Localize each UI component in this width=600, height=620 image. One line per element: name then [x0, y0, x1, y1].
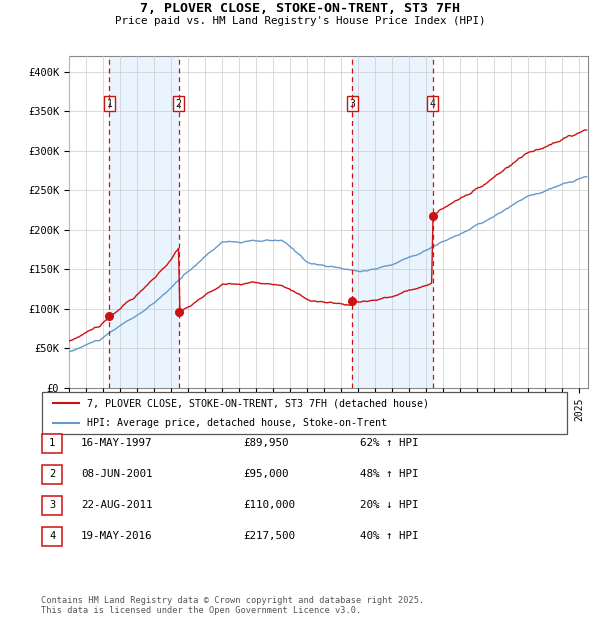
Text: 4: 4 — [430, 99, 436, 109]
Text: 40% ↑ HPI: 40% ↑ HPI — [360, 531, 419, 541]
Text: 62% ↑ HPI: 62% ↑ HPI — [360, 438, 419, 448]
Text: £110,000: £110,000 — [243, 500, 295, 510]
Text: £95,000: £95,000 — [243, 469, 289, 479]
Text: 22-AUG-2011: 22-AUG-2011 — [81, 500, 152, 510]
Text: 7, PLOVER CLOSE, STOKE-ON-TRENT, ST3 7FH (detached house): 7, PLOVER CLOSE, STOKE-ON-TRENT, ST3 7FH… — [86, 398, 428, 408]
Bar — [109, 56, 179, 388]
Text: 2: 2 — [176, 99, 182, 109]
FancyBboxPatch shape — [42, 465, 62, 484]
FancyBboxPatch shape — [42, 392, 567, 434]
FancyBboxPatch shape — [42, 496, 62, 515]
Text: 2: 2 — [49, 469, 55, 479]
Text: Price paid vs. HM Land Registry's House Price Index (HPI): Price paid vs. HM Land Registry's House … — [115, 16, 485, 26]
Text: 20% ↓ HPI: 20% ↓ HPI — [360, 500, 419, 510]
Text: 48% ↑ HPI: 48% ↑ HPI — [360, 469, 419, 479]
FancyBboxPatch shape — [42, 527, 62, 546]
Text: 19-MAY-2016: 19-MAY-2016 — [81, 531, 152, 541]
Bar — [352, 56, 433, 388]
Text: HPI: Average price, detached house, Stoke-on-Trent: HPI: Average price, detached house, Stok… — [86, 418, 386, 428]
Text: 4: 4 — [49, 531, 55, 541]
Text: 3: 3 — [49, 500, 55, 510]
FancyBboxPatch shape — [42, 434, 62, 453]
Text: 3: 3 — [349, 99, 355, 109]
Text: £89,950: £89,950 — [243, 438, 289, 448]
Text: £217,500: £217,500 — [243, 531, 295, 541]
Text: 08-JUN-2001: 08-JUN-2001 — [81, 469, 152, 479]
Text: 1: 1 — [106, 99, 112, 109]
Text: 7, PLOVER CLOSE, STOKE-ON-TRENT, ST3 7FH: 7, PLOVER CLOSE, STOKE-ON-TRENT, ST3 7FH — [140, 2, 460, 15]
Text: 1: 1 — [49, 438, 55, 448]
Text: 16-MAY-1997: 16-MAY-1997 — [81, 438, 152, 448]
Text: Contains HM Land Registry data © Crown copyright and database right 2025.
This d: Contains HM Land Registry data © Crown c… — [41, 596, 424, 615]
